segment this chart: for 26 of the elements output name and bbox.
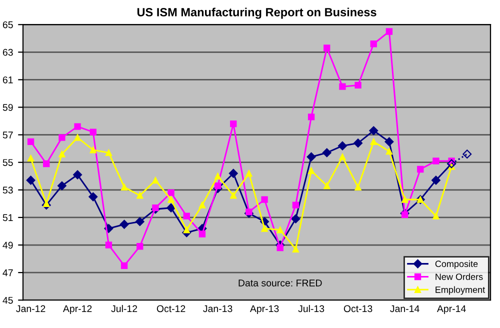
x-tick-label: Oct-12 — [156, 305, 186, 312]
legend-label: Composite — [435, 260, 478, 269]
legend-label: New Orders — [436, 273, 483, 280]
y-tick-label: 57 — [2, 132, 13, 138]
x-tick-label: Jul-13 — [298, 304, 324, 312]
y-tick-label: 65 — [2, 21, 13, 28]
y-tick-label: 49 — [2, 242, 13, 249]
y-tick-label: 63 — [2, 48, 13, 56]
x-tick-label: Jan-13 — [203, 305, 232, 312]
legend-label: Employment — [436, 286, 486, 295]
annotation: Data source: FRED — [238, 280, 322, 286]
y-tick-label: 45 — [2, 296, 13, 304]
y-tick-label: 53 — [2, 186, 13, 194]
x-tick-label: Jul-12 — [111, 304, 138, 312]
x-tick-label: Jan-14 — [390, 305, 420, 312]
x-tick-label: Oct-13 — [344, 305, 372, 312]
y-tick-label: 55 — [2, 159, 13, 166]
y-tick-label: 51 — [2, 214, 13, 222]
y-tick-label: 59 — [2, 104, 13, 111]
x-tick-label: Jan-12 — [16, 305, 46, 312]
chart-title: US ISM Manufacturing Report on Business — [137, 8, 376, 19]
x-tick-label: Apr-12 — [62, 305, 92, 314]
x-tick-label: Apr-14 — [436, 305, 466, 314]
x-tick-label: Apr-13 — [250, 305, 279, 314]
y-tick-label: 47 — [2, 269, 13, 276]
y-tick-label: 61 — [2, 76, 13, 84]
